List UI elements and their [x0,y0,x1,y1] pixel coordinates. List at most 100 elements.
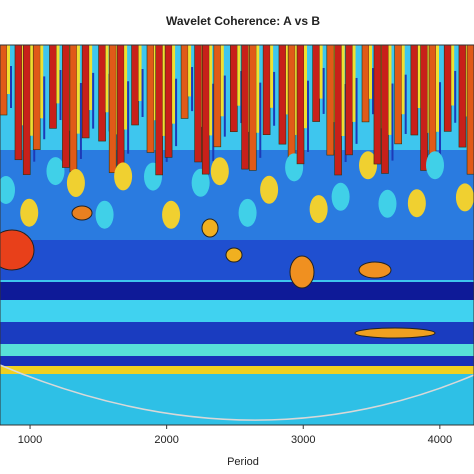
field-stripe [285,45,289,115]
x-tick-label: 3000 [291,434,315,446]
field-stripe [372,68,375,115]
field-blob [354,327,436,339]
field-stripe [175,78,178,147]
field-stripe [81,45,90,139]
field-blob [71,205,93,221]
field-blob [407,189,426,218]
field-stripe [98,45,106,142]
field-blob [114,162,133,191]
field-stripe [307,80,310,152]
field-stripe [155,45,163,176]
field-stripe [454,70,457,123]
x-tick-label: 4000 [428,434,452,446]
field-stripe [141,68,144,117]
field-stripe [273,71,276,126]
field-stripe [124,45,128,130]
field-stripe [89,45,93,111]
field-blob [331,182,350,211]
field-stripe [40,45,44,119]
field-blob [359,151,378,180]
field-stripe [369,45,373,99]
field-stripe [201,45,210,175]
field-blob [20,198,39,227]
field-blob [210,157,229,186]
field-stripe [304,45,308,129]
field-stripe [312,45,320,122]
field-stripe [420,45,428,171]
field-blob [309,195,328,224]
field-blob [95,200,114,229]
field-stripe [295,45,299,135]
field-stripe [22,45,31,175]
field-stripe [30,45,34,136]
field-stripe [256,45,260,133]
field-stripe [428,45,437,170]
field-blob [46,157,65,186]
field-band [0,344,474,356]
chart-title: Wavelet Coherence: A vs B [166,14,320,28]
field-stripe [466,45,474,175]
cone-of-influence [0,364,474,421]
field-band [0,282,474,300]
field-blob [201,218,219,238]
field-stripe [164,45,173,158]
field-stripe [262,45,271,135]
field-stripe [92,72,95,129]
field-stripe [352,45,356,122]
field-stripe [381,45,389,174]
field-stripe [62,45,70,168]
field-stripe [458,45,467,148]
field-blob [426,151,445,180]
field-stripe [220,45,224,117]
field-stripe [162,45,166,136]
field-stripe [334,45,342,176]
field-blob [0,229,35,271]
field-stripe [76,45,80,134]
field-band [0,366,474,374]
field-stripe [404,74,407,134]
field-blob [66,169,85,198]
field-blob [225,247,243,263]
field-blob [0,176,15,204]
field-stripe [213,45,222,148]
field-stripe [410,45,419,136]
field-stripe [138,45,142,101]
plot-frame [0,44,474,426]
field-stripe [391,83,394,161]
field-stripe [278,45,287,145]
field-stripe [361,45,370,123]
field-stripe [146,45,155,153]
field-blob [358,261,392,279]
field-stripe [270,45,274,108]
field-band [0,300,474,322]
field-stripe [345,45,353,156]
field-stripe [116,45,125,167]
field-blob [378,189,397,218]
field-blob [455,183,474,212]
field-stripe [191,67,194,112]
x-tick-label: 2000 [154,434,178,446]
field-stripe [127,81,130,154]
field-stripe [14,45,23,161]
field-stripe [451,45,455,106]
field-blob [289,255,315,289]
field-stripe [56,45,60,104]
field-stripe [7,45,10,94]
field-stripe [326,45,335,156]
field-stripe [194,45,202,163]
field-stripe [209,45,213,136]
field-stripe [32,45,41,151]
field-stripe [105,45,109,113]
field-stripe [439,82,442,157]
field-stripe [322,67,325,114]
field-stripe [443,45,452,132]
field-stripe [248,45,257,171]
field-stripe [188,45,192,97]
field-stripe [373,45,382,165]
field-stripe [79,82,82,159]
x-axis-label: Period [227,456,259,468]
field-stripe [436,45,440,132]
field-stripe [401,45,405,115]
field-stripe [296,45,305,165]
